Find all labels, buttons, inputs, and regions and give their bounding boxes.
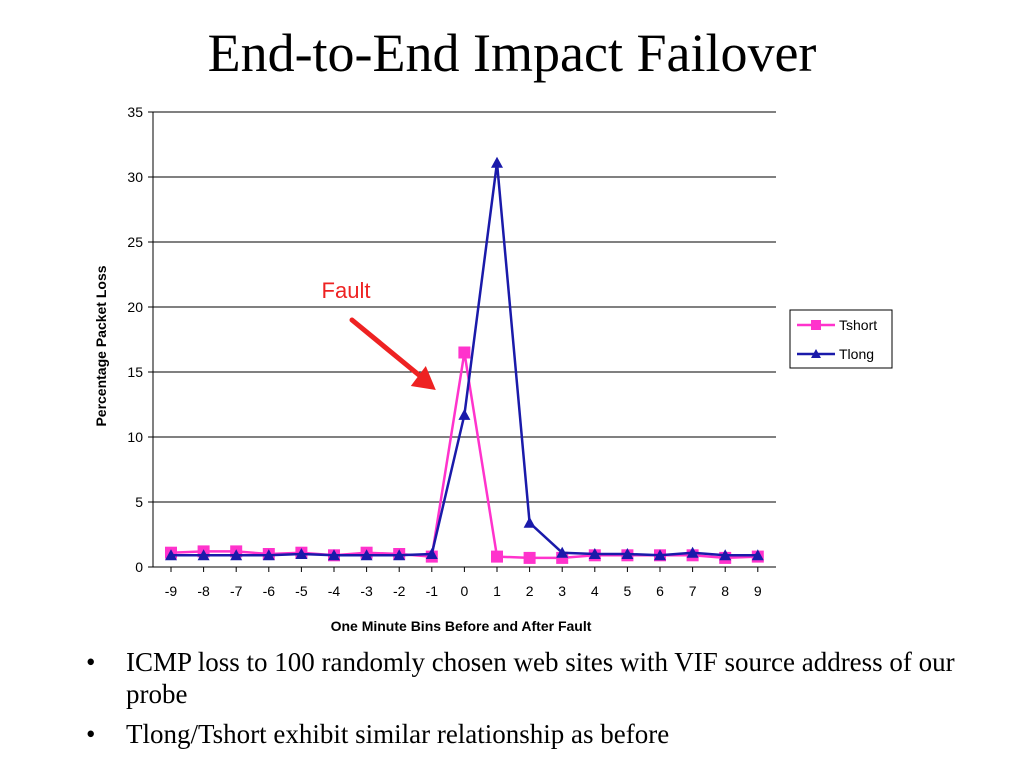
data-point-tlong: [686, 546, 699, 558]
series-line-tshort: [170, 351, 758, 560]
chart-legend: Tshort Tlong: [789, 309, 893, 369]
data-point-tlong: [751, 549, 764, 561]
x-tick-label: -2: [393, 583, 406, 599]
data-point-tlong: [295, 548, 308, 559]
data-point-tlong: [556, 546, 569, 558]
x-tick-label: -8: [197, 583, 210, 599]
x-tick-label: -4: [328, 583, 341, 599]
data-point-tlong: [654, 549, 666, 561]
y-tick-label: 0: [135, 559, 143, 575]
x-tick-label: 5: [624, 583, 632, 599]
x-tick-label: 3: [558, 583, 566, 599]
chart-series: [165, 156, 764, 564]
bullet-text: Tlong/Tshort exhibit similar relationshi…: [126, 719, 670, 749]
data-point-tlong: [458, 408, 471, 420]
x-tick-label: 4: [591, 583, 599, 599]
data-point-tlong: [197, 549, 210, 561]
x-tick-label: 2: [526, 583, 534, 599]
chart-axes: 0 5 10 15 20 25 30 35 -9 -8 -7 -6 -5 -4 -3 -2 -1 0 1 2 3 4 5 6 7…: [93, 104, 776, 634]
data-point-tlong: [393, 549, 406, 561]
legend-marker: [811, 320, 821, 330]
bullet-item: • Tlong/Tshort exhibit similar relations…: [84, 718, 984, 750]
chart-gridlines: [153, 111, 776, 503]
x-axis-title: One Minute Bins Before and After Fault: [331, 618, 592, 634]
y-tick-label: 15: [127, 364, 143, 380]
chart-annotations: Fault: [322, 278, 436, 390]
y-tick-label: 30: [127, 169, 143, 185]
data-point-tlong: [262, 549, 275, 561]
data-point-tlong: [523, 516, 536, 528]
fault-arrow-shaft: [349, 317, 427, 382]
legend-label: Tshort: [839, 317, 877, 333]
legend-label: Tlong: [839, 346, 874, 362]
y-tick-label: 5: [135, 494, 143, 510]
slide-title: End-to-End Impact Failover: [207, 23, 817, 83]
data-point-tlong: [328, 549, 340, 561]
data-point-tshort: [458, 346, 471, 359]
x-tick-label: 6: [656, 583, 664, 599]
x-tick-label: 1: [493, 583, 501, 599]
fault-arrow-head: [410, 366, 436, 390]
legend-marker: [811, 349, 821, 358]
bullet-glyph: •: [86, 647, 96, 677]
x-tick-label: -5: [295, 583, 308, 599]
y-tick-label: 35: [127, 104, 143, 120]
data-point-tlong: [719, 549, 732, 561]
x-tick-label: 0: [461, 583, 469, 599]
data-point-tshort: [491, 550, 503, 563]
data-point-tlong: [360, 549, 373, 561]
x-tick-label: -7: [230, 583, 243, 599]
bullet-glyph: •: [86, 719, 96, 749]
bullet-item: • ICMP loss to 100 randomly chosen web s…: [84, 646, 984, 710]
data-point-tlong: [425, 548, 438, 559]
data-point-tlong: [230, 549, 243, 561]
data-point-tlong: [588, 548, 601, 559]
x-tick-label: -6: [263, 583, 276, 599]
y-tick-label: 20: [127, 299, 143, 315]
x-tick-label: 9: [754, 583, 762, 599]
bullet-list: • ICMP loss to 100 randomly chosen web s…: [84, 646, 984, 758]
x-tick-label: 8: [721, 583, 729, 599]
data-point-tshort: [523, 551, 536, 564]
packet-loss-chart: 0 5 10 15 20 25 30 35 -9 -8 -7 -6 -5 -4 -3 -2 -1 0 1 2 3 4 5 6 7…: [93, 104, 893, 634]
x-tick-label: 7: [689, 583, 697, 599]
x-tick-label: -9: [165, 583, 178, 599]
x-tick-label: -3: [360, 583, 373, 599]
data-point-tlong: [165, 549, 177, 561]
y-tick-label: 10: [127, 429, 143, 445]
y-axis-title: Percentage Packet Loss: [93, 265, 109, 426]
y-tick-label: 25: [127, 234, 143, 250]
data-point-tlong: [491, 156, 503, 168]
fault-label: Fault: [322, 278, 371, 303]
legend-box: [789, 309, 893, 369]
x-tick-label: -1: [426, 583, 439, 599]
bullet-text: ICMP loss to 100 randomly chosen web sit…: [126, 647, 955, 709]
data-point-tlong: [621, 548, 634, 559]
